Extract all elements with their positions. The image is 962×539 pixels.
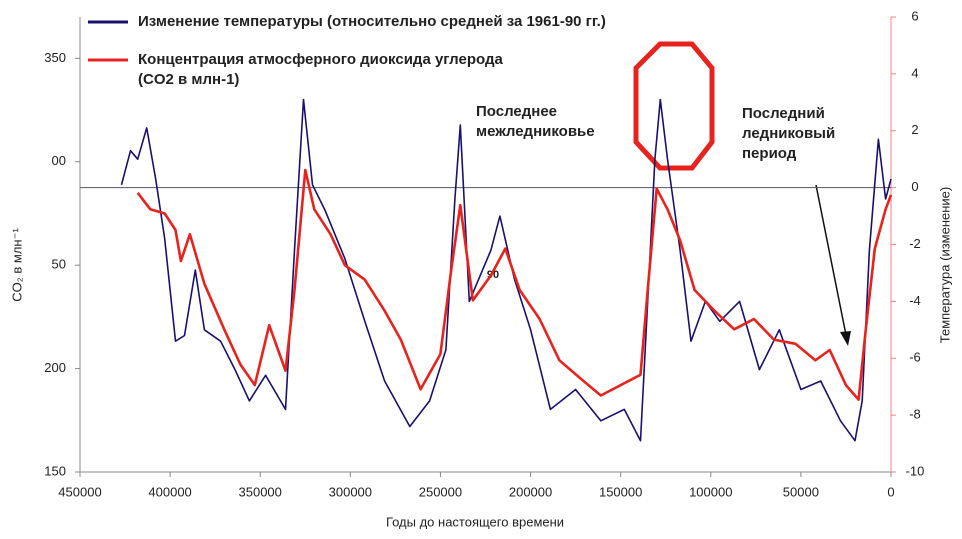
annotation: Последний ледниковый период xyxy=(742,105,836,162)
y-tick-label: 150 xyxy=(44,463,66,478)
y2-tick-label: -10 xyxy=(906,463,925,478)
y2-tick-label: 6 xyxy=(911,8,918,23)
arrow-line xyxy=(815,184,847,336)
y2-tick-label: 2 xyxy=(911,122,918,137)
y-tick-label: 350 xyxy=(44,50,66,65)
highlight-octagon xyxy=(633,41,715,171)
x-tick-label: 0 xyxy=(887,484,894,499)
x-tick-label: 250000 xyxy=(419,484,462,499)
y2-tick-label: -4 xyxy=(909,293,921,308)
annotation: Последнее межледниковье xyxy=(476,103,595,140)
y-tick-label: 00 xyxy=(52,153,66,168)
y2-tick-label: 4 xyxy=(911,65,918,80)
legend-label: Изменение температуры (относительно сред… xyxy=(138,13,606,30)
x-axis-label: Годы до настоящего времени xyxy=(386,514,564,529)
y-tick-label: 200 xyxy=(44,360,66,375)
series-line xyxy=(136,168,893,401)
x-tick-label: 300000 xyxy=(329,484,372,499)
y2-tick-label: -8 xyxy=(909,407,921,422)
x-tick-label: 400000 xyxy=(148,484,191,499)
x-tick-label: 50000 xyxy=(783,484,819,499)
legend-label: Концентрация атмосферного диоксида углер… xyxy=(138,51,503,88)
y2-tick-label: -6 xyxy=(909,350,921,365)
y-axis-label: CO₂ в млн⁻¹ xyxy=(9,228,24,302)
x-tick-label: 350000 xyxy=(239,484,282,499)
x-tick-label: 150000 xyxy=(599,484,642,499)
y2-tick-label: 0 xyxy=(911,179,918,194)
series-line xyxy=(120,98,892,442)
x-tick-label: 450000 xyxy=(58,484,101,499)
x-tick-label: 200000 xyxy=(509,484,552,499)
y2-tick-label: -2 xyxy=(909,236,921,251)
arrow-head xyxy=(840,331,851,346)
y-tick-label: 50 xyxy=(52,257,66,272)
y2-axis-label: Температура (изменение) xyxy=(937,187,952,343)
x-tick-label: 100000 xyxy=(689,484,732,499)
